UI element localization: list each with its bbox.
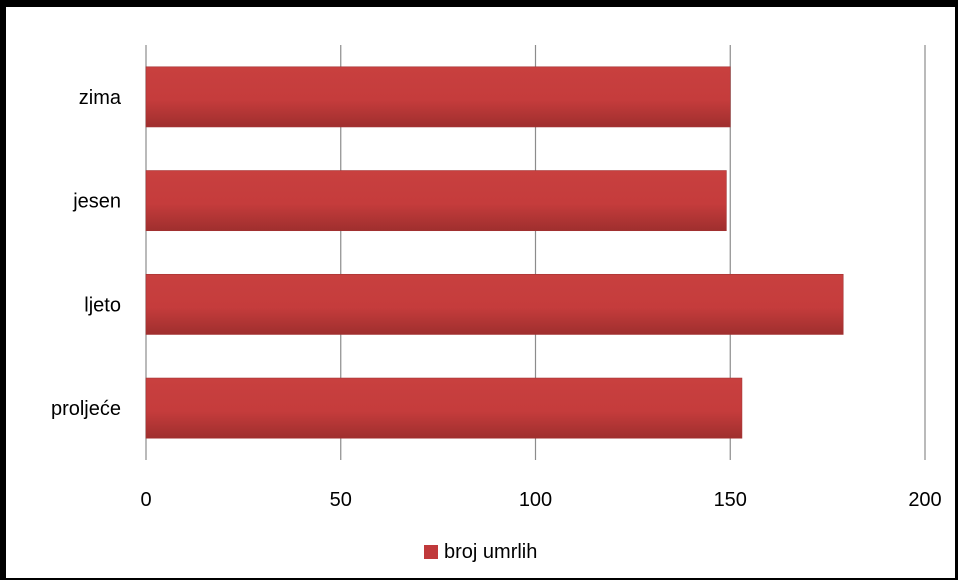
x-tick-label: 200 — [908, 489, 941, 511]
x-tick-label: 150 — [714, 489, 747, 511]
x-tick-labels: 0 50 100 150 200 — [140, 489, 941, 511]
category-label: ljeto — [84, 294, 121, 316]
legend: broj umrlih — [424, 541, 537, 563]
bar — [145, 66, 731, 128]
bars — [145, 66, 844, 439]
x-tick-label: 100 — [519, 489, 552, 511]
bar-chart: zima jesen ljeto proljeće 0 50 100 150 200 broj… — [51, 45, 942, 563]
legend-swatch — [424, 545, 438, 559]
category-labels: zima jesen ljeto proljeće — [51, 87, 122, 420]
category-label: jesen — [72, 191, 121, 213]
bar — [145, 273, 844, 335]
bar — [145, 170, 727, 232]
category-label: zima — [79, 87, 122, 109]
x-tick-label: 0 — [140, 489, 151, 511]
bar — [145, 377, 743, 439]
x-tick-label: 50 — [330, 489, 352, 511]
category-label: proljeće — [51, 398, 121, 420]
legend-label: broj umrlih — [444, 541, 537, 563]
